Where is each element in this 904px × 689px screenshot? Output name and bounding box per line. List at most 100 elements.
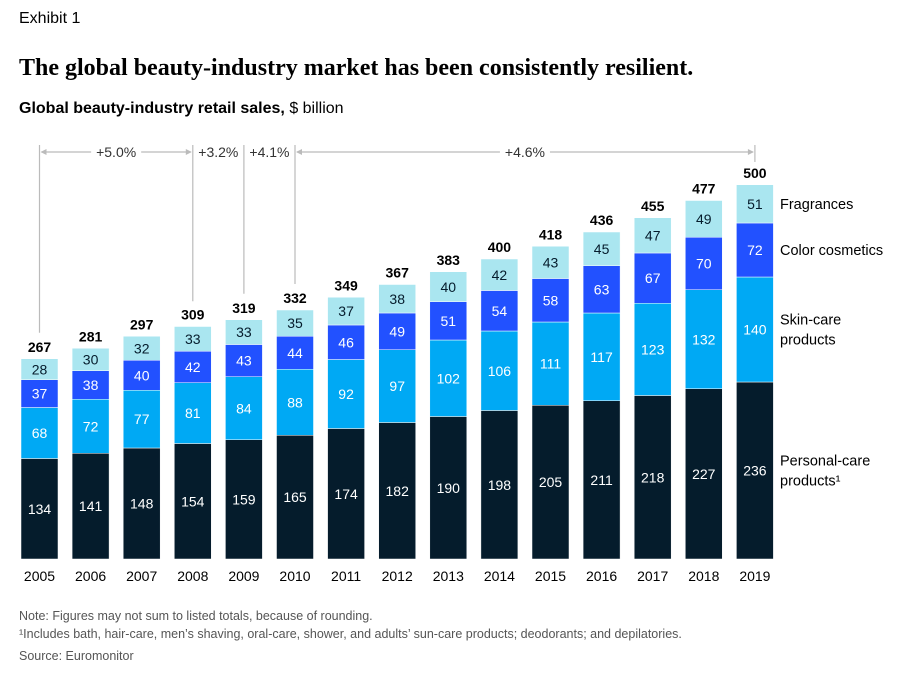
segment-label: 44 — [287, 345, 303, 361]
total-label: 309 — [181, 307, 205, 323]
legend-label-skin: Skin-care — [780, 313, 841, 329]
bar-segment-skin-2018 — [685, 289, 723, 389]
segment-label: 154 — [181, 493, 205, 509]
bar-segment-skin-2005 — [20, 407, 59, 459]
segment-label: 165 — [283, 489, 307, 505]
segment-label: 84 — [236, 400, 252, 416]
bar-segment-personal-2005 — [20, 458, 59, 560]
total-label: 281 — [79, 328, 103, 344]
segment-label: 148 — [130, 496, 154, 512]
segment-label: 159 — [232, 491, 256, 507]
segment-label: 174 — [334, 486, 358, 502]
bar-segment-personal-2006 — [71, 453, 110, 560]
segment-label: 33 — [185, 331, 201, 347]
segment-label: 35 — [287, 315, 303, 331]
segment-label: 88 — [287, 394, 303, 410]
bar-segment-frag-2009 — [225, 319, 263, 345]
segment-label: 42 — [185, 359, 201, 375]
segment-label: 81 — [185, 405, 201, 421]
legend-label-personal: products¹ — [780, 474, 841, 490]
segment-label: 236 — [743, 463, 767, 479]
total-label: 500 — [743, 165, 767, 181]
segment-label: 43 — [236, 353, 252, 369]
x-tick-label: 2015 — [535, 568, 566, 584]
bar-segment-frag-2015 — [531, 246, 570, 279]
segment-label: 72 — [747, 242, 763, 258]
bar-segment-personal-2019 — [736, 381, 774, 560]
segment-label: 205 — [539, 474, 563, 490]
bar-segment-frag-2018 — [685, 200, 723, 238]
total-label: 267 — [28, 339, 52, 355]
segment-label: 54 — [492, 303, 508, 319]
segment-label: 70 — [696, 256, 712, 272]
growth-label: +3.2% — [198, 144, 238, 160]
segment-label: 117 — [590, 349, 613, 365]
notes: Note: Figures may not sum to listed tota… — [19, 607, 682, 665]
segment-label: 49 — [696, 211, 712, 227]
bar-segment-frag-2017 — [633, 217, 672, 254]
bar-segment-personal-2015 — [531, 405, 570, 560]
chart-subtitle: Global beauty-industry retail sales, $ b… — [19, 100, 344, 118]
arrowhead-right-icon — [185, 149, 192, 155]
growth-label: +5.0% — [96, 144, 136, 160]
bar-segment-color-2015 — [531, 278, 570, 323]
bar-segment-skin-2009 — [225, 376, 263, 440]
x-tick-label: 2006 — [75, 568, 106, 584]
total-label: 319 — [232, 300, 256, 316]
bar-segment-skin-2013 — [429, 339, 468, 417]
bar-segment-color-2018 — [685, 237, 723, 290]
total-label: 400 — [488, 239, 512, 255]
bar-segment-skin-2008 — [174, 382, 212, 444]
bar-segment-personal-2011 — [327, 428, 365, 560]
segment-label: 211 — [590, 472, 613, 488]
segment-label: 32 — [134, 340, 150, 356]
bar-segment-color-2016 — [582, 265, 621, 314]
segment-label: 51 — [441, 313, 457, 329]
total-label: 349 — [334, 277, 358, 293]
segment-label: 37 — [32, 386, 48, 402]
segment-label: 106 — [488, 363, 512, 379]
segment-label: 134 — [28, 501, 52, 517]
stacked-bar-chart: 134 68 37 28 267 2005 141 72 38 30 281 2006 148 77 40 3… — [20, 144, 883, 584]
bar-segment-frag-2012 — [378, 284, 416, 314]
total-label: 455 — [641, 198, 665, 214]
bar-segment-personal-2014 — [480, 410, 519, 560]
footnote-text: ¹Includes bath, hair-care, men’s shaving… — [19, 627, 682, 641]
total-label: 418 — [539, 226, 563, 242]
bar-segment-skin-2007 — [122, 390, 161, 449]
legend-label-skin: products — [780, 333, 836, 349]
segment-label: 38 — [83, 377, 99, 393]
total-label: 383 — [437, 252, 461, 268]
legend-label-personal: Personal-care — [780, 454, 870, 470]
segment-label: 37 — [338, 303, 354, 319]
segment-label: 227 — [692, 466, 716, 482]
x-tick-label: 2019 — [739, 568, 770, 584]
segment-label: 92 — [338, 386, 354, 402]
total-label: 367 — [386, 265, 410, 281]
bar-segment-frag-2010 — [276, 309, 314, 337]
segment-label: 102 — [437, 370, 461, 386]
segment-label: 141 — [79, 498, 103, 514]
segment-label: 30 — [83, 352, 99, 368]
bar-segment-color-2014 — [480, 290, 519, 332]
bar-segment-frag-2013 — [429, 271, 468, 302]
bar-segment-personal-2009 — [225, 439, 263, 560]
segment-label: 63 — [594, 281, 610, 297]
bar-segment-personal-2017 — [633, 395, 672, 560]
segment-label: 42 — [492, 267, 508, 283]
bar-segment-color-2012 — [378, 312, 416, 350]
x-tick-label: 2010 — [279, 568, 310, 584]
bar-segment-skin-2006 — [71, 399, 110, 454]
arrowhead-left-icon — [40, 149, 47, 155]
segment-label: 67 — [645, 270, 661, 286]
x-tick-label: 2017 — [637, 568, 668, 584]
growth-label: +4.6% — [505, 144, 545, 160]
exhibit-label: Exhibit 1 — [19, 10, 81, 27]
segment-label: 49 — [389, 323, 405, 339]
subtitle-unit: $ billion — [289, 100, 344, 117]
note-text: Note: Figures may not sum to listed tota… — [19, 609, 373, 623]
bar-segment-personal-2018 — [685, 388, 723, 560]
x-tick-label: 2018 — [688, 568, 719, 584]
bar-segment-personal-2012 — [378, 422, 416, 560]
segment-label: 40 — [441, 279, 457, 295]
